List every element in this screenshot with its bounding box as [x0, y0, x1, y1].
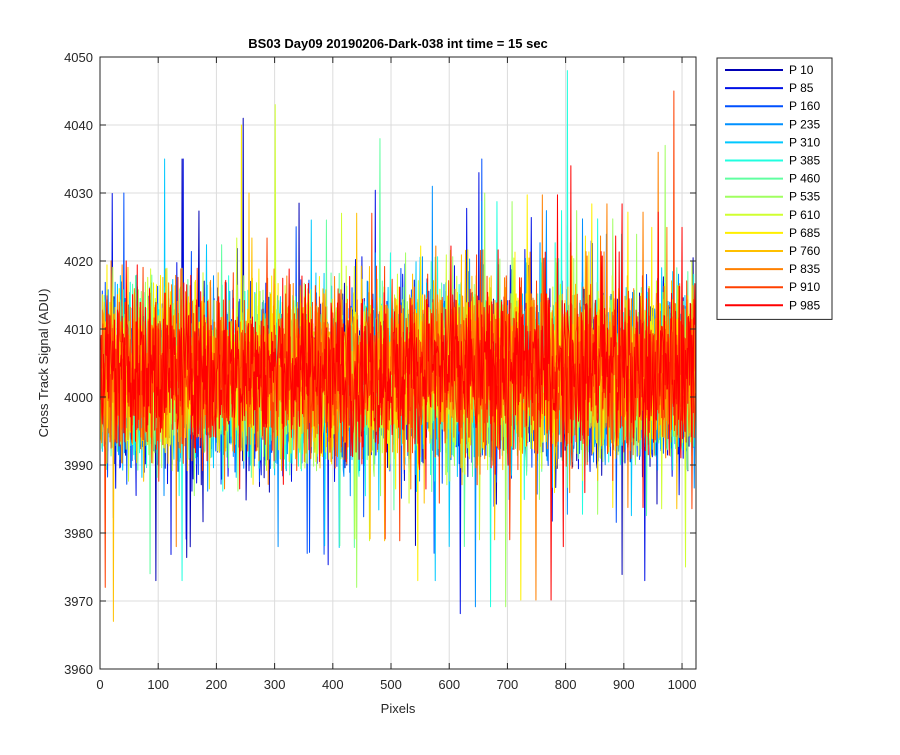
y-tick-label: 4050 — [64, 50, 93, 65]
legend-label: P 985 — [789, 298, 820, 312]
x-tick-label: 0 — [96, 677, 103, 692]
series-line — [100, 165, 696, 601]
chart-title: BS03 Day09 20190206-Dark-038 int time = … — [248, 36, 548, 51]
legend: P 10 P 85 P 160 P 235 P 310 P 385 P 460 P 535 P … — [716, 57, 833, 320]
x-tick-label: 800 — [555, 677, 577, 692]
legend-label: P 85 — [789, 81, 814, 95]
legend-box — [716, 57, 833, 320]
x-tick-label: 1000 — [668, 677, 697, 692]
y-tick-label: 4020 — [64, 254, 93, 269]
legend-label: P 235 — [789, 117, 820, 131]
y-axis-label: Cross Track Signal (ADU) — [36, 289, 51, 438]
x-tick-label: 300 — [264, 677, 286, 692]
legend-label: P 535 — [789, 190, 820, 204]
legend-label: P 10 — [789, 63, 814, 77]
axes: 0 100 200 300 400 500 600 700 800 900 1000 3960 3970… — [64, 50, 697, 692]
y-tick-label: 4040 — [64, 118, 93, 133]
y-tick-label: 3980 — [64, 526, 93, 541]
y-tick-label: 3960 — [64, 662, 93, 677]
legend-label: P 385 — [789, 154, 820, 168]
legend-label: P 685 — [789, 226, 820, 240]
legend-label: P 310 — [789, 135, 820, 149]
x-tick-label: 200 — [206, 677, 228, 692]
legend-label: P 460 — [789, 172, 820, 186]
x-tick-label: 500 — [380, 677, 402, 692]
x-tick-label: 600 — [438, 677, 460, 692]
x-tick-label: 400 — [322, 677, 344, 692]
y-tick-label: 4000 — [64, 390, 93, 405]
plot-area — [100, 70, 696, 622]
y-tick-label: 3990 — [64, 458, 93, 473]
legend-label: P 610 — [789, 208, 820, 222]
y-tick-label: 4030 — [64, 186, 93, 201]
legend-label: P 760 — [789, 244, 820, 258]
legend-label: P 910 — [789, 280, 820, 294]
x-tick-label: 900 — [613, 677, 635, 692]
x-tick-label: 100 — [147, 677, 169, 692]
y-tick-label: 3970 — [64, 594, 93, 609]
axes-box — [99, 56, 697, 670]
legend-label: P 160 — [789, 99, 820, 113]
y-tick-label: 4010 — [64, 322, 93, 337]
legend-label: P 835 — [789, 262, 820, 276]
x-axis-label: Pixels — [381, 701, 416, 716]
x-tick-label: 700 — [497, 677, 519, 692]
